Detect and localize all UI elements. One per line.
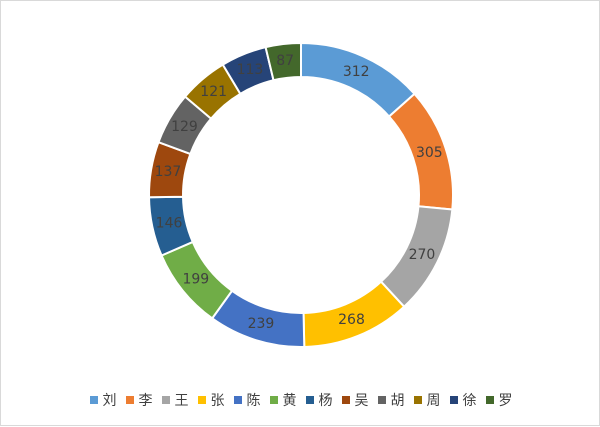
donut-slices [148, 41, 454, 348]
legend-label: 杨 [318, 393, 333, 409]
legend-item-4: 张 [197, 390, 225, 410]
legend-item-3: 王 [161, 390, 189, 410]
legend-label: 陈 [246, 393, 261, 409]
legend-swatch [197, 396, 206, 404]
legend: 刘李王张陈黄杨吴胡周徐罗 [1, 388, 600, 412]
data-label-4: 268 [338, 312, 365, 328]
legend-item-12: 罗 [485, 390, 513, 410]
legend-item-7: 杨 [305, 390, 333, 410]
legend-swatch [269, 396, 278, 404]
legend-swatch [377, 396, 386, 404]
legend-swatch [413, 396, 422, 404]
data-label-3: 270 [409, 247, 436, 263]
data-label-6: 199 [182, 272, 209, 288]
data-labels: 312 305 270 268 239 199 146 137 129 121 113 87 [155, 53, 443, 332]
legend-swatch [485, 396, 494, 404]
data-label-2: 305 [416, 145, 443, 161]
legend-item-5: 陈 [233, 390, 261, 410]
data-label-1: 312 [343, 64, 370, 80]
legend-label: 徐 [462, 393, 477, 409]
data-label-12: 87 [276, 53, 294, 69]
data-label-10: 121 [200, 84, 227, 100]
legend-swatch [125, 396, 134, 404]
legend-swatch [89, 396, 98, 404]
data-label-8: 137 [155, 164, 182, 180]
legend-item-6: 黄 [269, 390, 297, 410]
data-label-7: 146 [156, 215, 183, 231]
legend-item-11: 徐 [449, 390, 477, 410]
legend-item-10: 周 [413, 390, 441, 410]
data-label-5: 239 [248, 316, 275, 332]
legend-item-8: 吴 [341, 390, 369, 410]
legend-swatch [305, 396, 314, 404]
legend-swatch [341, 396, 350, 404]
legend-swatch [233, 396, 242, 404]
legend-label: 黄 [282, 393, 297, 409]
legend-label: 李 [138, 393, 153, 409]
legend-label: 刘 [102, 393, 117, 409]
data-label-9: 129 [171, 119, 198, 135]
legend-swatch [449, 396, 458, 404]
legend-item-9: 胡 [377, 390, 405, 410]
legend-label: 罗 [498, 393, 513, 409]
legend-label: 张 [210, 393, 225, 409]
legend-label: 王 [174, 393, 189, 409]
donut-slice-12 [264, 41, 302, 82]
data-label-11: 113 [237, 62, 264, 78]
legend-item-1: 刘 [89, 390, 117, 410]
legend-label: 周 [426, 393, 441, 409]
legend-label: 吴 [354, 393, 369, 409]
legend-swatch [161, 396, 170, 404]
legend-label: 胡 [390, 393, 405, 409]
legend-item-2: 李 [125, 390, 153, 410]
